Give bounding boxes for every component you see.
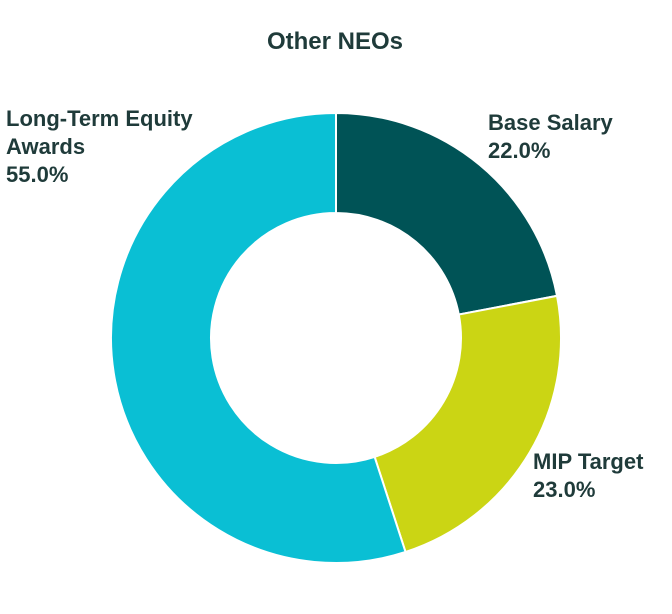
label-long-term-equity-awards: Long-Term Equity Awards 55.0% <box>6 106 193 187</box>
slice-labels: Base Salary 22.0% MIP Target 23.0% Long-Term… <box>6 106 644 502</box>
donut-slices <box>110 111 562 564</box>
slice-base-salary <box>335 111 559 316</box>
chart-title: Other NEOs <box>267 28 403 55</box>
label-mip-target: MIP Target 23.0% <box>533 449 644 502</box>
slice-mip-target <box>373 294 562 554</box>
label-base-salary: Base Salary 22.0% <box>488 110 614 163</box>
slice-long-term-equity-awards <box>110 111 407 564</box>
